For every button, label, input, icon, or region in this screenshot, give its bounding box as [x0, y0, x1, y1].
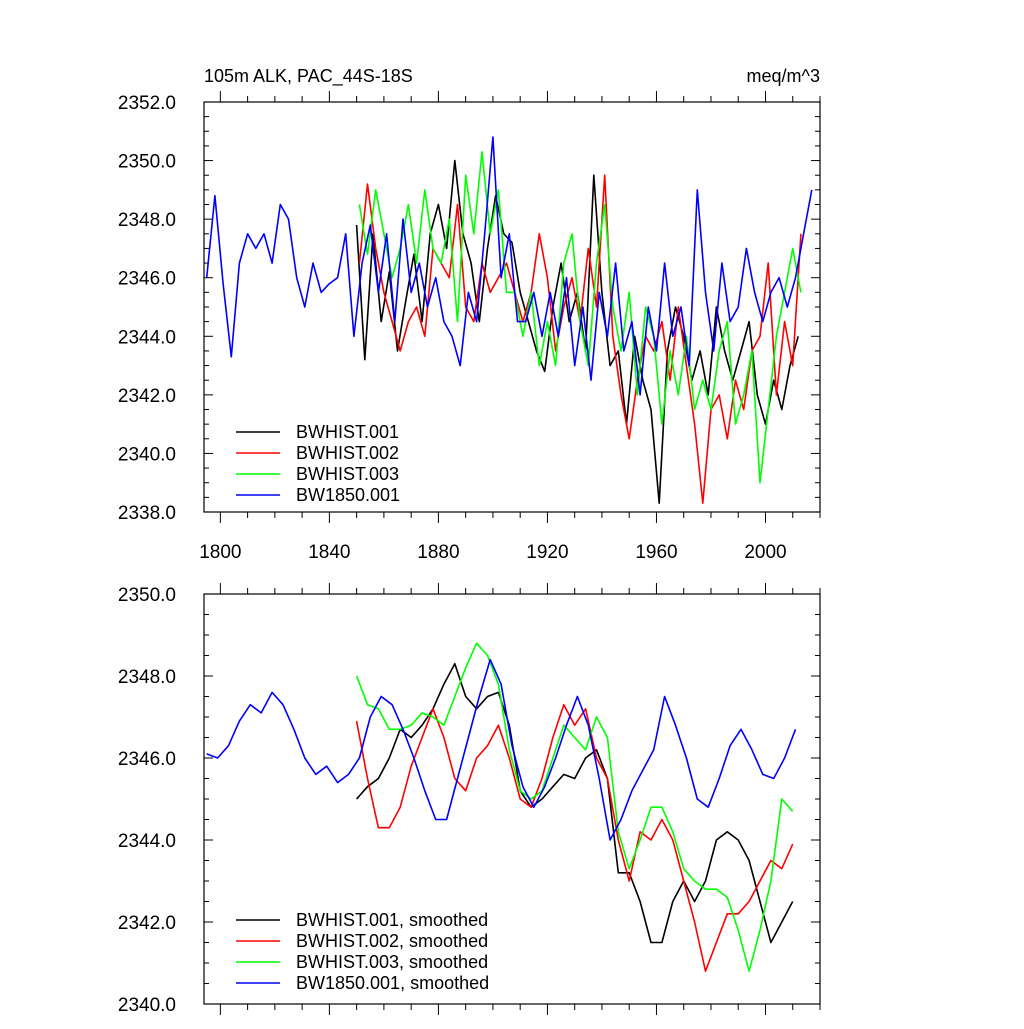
series-line-2: [355, 703, 794, 973]
legend-label: BWHIST.003: [296, 464, 399, 484]
y-tick-label: 2350.0: [118, 585, 176, 606]
y-tick-label: 2346.0: [118, 749, 176, 770]
x-tick-label: 1840: [308, 542, 350, 563]
x-tick-label: 1920: [526, 542, 568, 563]
y-tick-label: 2350.0: [118, 152, 176, 173]
y-tick-label: 2344.0: [118, 327, 176, 348]
top-panel-title: 105m ALK, PAC_44S-18S: [204, 66, 413, 87]
y-tick-label: 2338.0: [118, 503, 176, 524]
legend-label: BWHIST.001: [296, 422, 399, 442]
legend-label: BW1850.001: [296, 485, 400, 505]
legend-label: BWHIST.001, smoothed: [296, 910, 488, 930]
legend-label: BWHIST.002: [296, 443, 399, 463]
y-tick-label: 2348.0: [118, 210, 176, 231]
series-line-3: [355, 642, 794, 973]
top-panel-units: meq/m^3: [747, 66, 820, 86]
top-panel: 105m ALK, PAC_44S-18S meq/m^3 2338.0 2340…: [118, 66, 821, 563]
y-tick-label: 2342.0: [118, 386, 176, 407]
bottom-plot-area: 2340.0 2342.0 2344.0 2346.0 2348.0 2350.0 BWHI…: [118, 583, 821, 1016]
series-line-3: [358, 151, 802, 484]
y-tick-label: 2344.0: [118, 831, 176, 852]
y-tick-label: 2340.0: [118, 995, 176, 1016]
y-tick-label: 2346.0: [118, 269, 176, 290]
y-tick-label: 2342.0: [118, 913, 176, 934]
legend-label: BWHIST.003, smoothed: [296, 952, 488, 972]
y-tick-label: 2352.0: [118, 93, 176, 114]
legend-label: BWHIST.002, smoothed: [296, 931, 488, 951]
y-tick-label: 2348.0: [118, 667, 176, 688]
legend-label: BW1850.001, smoothed: [296, 973, 489, 993]
top-plot-area: 2338.0 2340.0 2342.0 2344.0 2346.0 2348.0 2350…: [118, 91, 821, 563]
x-tick-label: 1960: [635, 542, 677, 563]
series-line-4: [206, 658, 797, 841]
x-tick-label: 2000: [744, 542, 786, 563]
x-tick-label: 1880: [417, 542, 459, 563]
series-line-1: [356, 662, 794, 944]
series-line-4: [205, 136, 813, 396]
y-tick-label: 2340.0: [118, 444, 176, 465]
bottom-panel: 2340.0 2342.0 2344.0 2346.0 2348.0 2350.0 BWHI…: [118, 583, 821, 1016]
series-line-2: [358, 174, 802, 505]
x-tick-label: 1800: [199, 542, 241, 563]
